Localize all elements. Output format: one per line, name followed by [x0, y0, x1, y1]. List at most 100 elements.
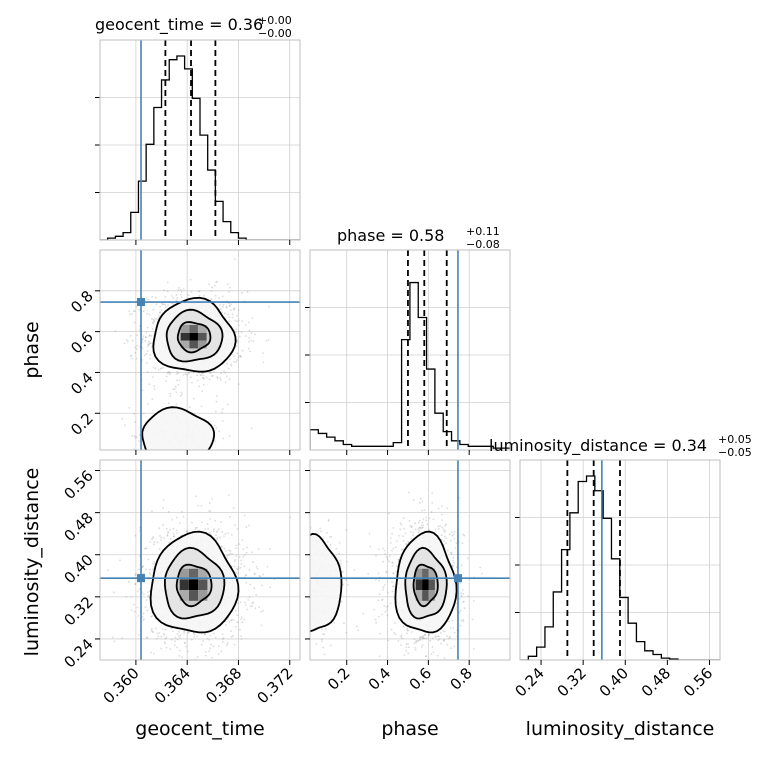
scatter-point	[160, 536, 163, 539]
scatter-point	[432, 664, 434, 666]
scatter-point	[446, 635, 448, 638]
xlabel-luminosity-distance: luminosity_distance	[526, 718, 715, 740]
scatter-point	[155, 296, 157, 299]
scatter-point	[176, 633, 179, 635]
scatter-point	[176, 532, 179, 534]
scatter-point	[174, 636, 177, 639]
scatter-point	[131, 435, 134, 437]
scatter-point	[169, 648, 172, 651]
scatter-point	[162, 303, 165, 306]
scatter-point	[248, 596, 251, 599]
scatter-point	[215, 534, 217, 536]
geocent-time-vs-luminosity-distance-ytick-label: 0.56	[60, 467, 96, 503]
scatter-point	[201, 456, 203, 458]
scatter-point	[305, 586, 307, 588]
scatter-point	[405, 643, 408, 645]
scatter-point	[416, 639, 419, 642]
scatter-point	[260, 624, 263, 627]
scatter-point	[255, 594, 258, 596]
scatter-point	[443, 692, 445, 694]
scatter-point	[216, 280, 218, 283]
scatter-point	[149, 541, 152, 543]
scatter-point	[422, 636, 424, 639]
scatter-point	[162, 507, 164, 510]
scatter-point	[248, 336, 251, 339]
phase-vs-luminosity-distance-truth-marker	[453, 574, 462, 583]
phase-vs-luminosity-distance-density-cell	[415, 579, 423, 591]
scatter-point	[220, 521, 222, 523]
scatter-point	[145, 362, 148, 365]
scatter-point	[379, 632, 382, 635]
scatter-point	[228, 554, 230, 557]
scatter-point	[453, 537, 456, 540]
scatter-point	[177, 635, 180, 638]
scatter-point	[142, 337, 144, 340]
scatter-point	[153, 385, 156, 388]
xlabel-phase: phase	[381, 718, 438, 740]
scatter-point	[208, 502, 211, 505]
hist-luminosity-distance-xtick-label: 0.56	[680, 664, 716, 700]
scatter-point	[461, 589, 464, 591]
scatter-point	[236, 569, 239, 571]
scatter-point	[229, 515, 231, 518]
scatter-point	[198, 290, 201, 293]
scatter-point	[389, 537, 392, 539]
scatter-point	[304, 618, 306, 620]
scatter-point	[196, 635, 198, 638]
scatter-point	[259, 575, 262, 578]
geocent-time-vs-phase-contour	[141, 406, 216, 450]
scatter-point	[240, 638, 243, 640]
scatter-point	[437, 639, 440, 642]
geocent-time-vs-luminosity-distance-frame	[99, 459, 301, 661]
scatter-point	[144, 547, 147, 550]
scatter-point	[421, 637, 424, 640]
scatter-point	[172, 630, 174, 633]
scatter-point	[175, 403, 178, 406]
scatter-point	[141, 389, 144, 392]
scatter-point	[162, 665, 164, 667]
scatter-point	[413, 642, 416, 645]
scatter-point	[410, 525, 413, 528]
scatter-point	[184, 642, 187, 644]
scatter-point	[405, 649, 408, 652]
scatter-point	[208, 650, 211, 652]
scatter-point	[444, 529, 446, 532]
scatter-point	[437, 525, 440, 528]
geocent-time-vs-phase-density-fill	[142, 407, 215, 450]
scatter-point	[327, 519, 330, 522]
scatter-point	[146, 547, 148, 550]
scatter-point	[165, 528, 168, 530]
scatter-point	[223, 664, 225, 666]
scatter-point	[148, 343, 151, 346]
scatter-point	[421, 636, 424, 638]
scatter-point	[150, 651, 152, 654]
scatter-point	[111, 636, 114, 639]
scatter-point	[187, 294, 190, 296]
scatter-point	[400, 548, 403, 551]
phase-vs-luminosity-distance-xtick-label: 0.4	[365, 664, 395, 694]
scatter-point	[421, 644, 424, 646]
scatter-point	[155, 303, 158, 306]
scatter-point	[400, 634, 403, 636]
scatter-point	[302, 605, 304, 607]
scatter-point	[157, 635, 160, 638]
scatter-point	[144, 354, 146, 357]
scatter-point	[227, 313, 230, 316]
scatter-point	[240, 559, 243, 562]
scatter-point	[170, 295, 173, 297]
phase-vs-luminosity-distance-xtick-label: 0.6	[406, 664, 436, 694]
scatter-point	[389, 602, 392, 605]
scatter-point	[382, 586, 385, 589]
scatter-point	[172, 388, 174, 391]
scatter-point	[250, 427, 253, 430]
scatter-point	[142, 335, 145, 337]
scatter-point	[438, 638, 441, 641]
scatter-point	[304, 532, 306, 534]
scatter-point	[137, 633, 140, 636]
scatter-point	[165, 646, 168, 649]
scatter-point	[163, 289, 165, 291]
scatter-point	[152, 376, 154, 378]
scatter-point	[428, 634, 430, 636]
scatter-point	[211, 374, 214, 377]
scatter-point	[150, 629, 153, 632]
